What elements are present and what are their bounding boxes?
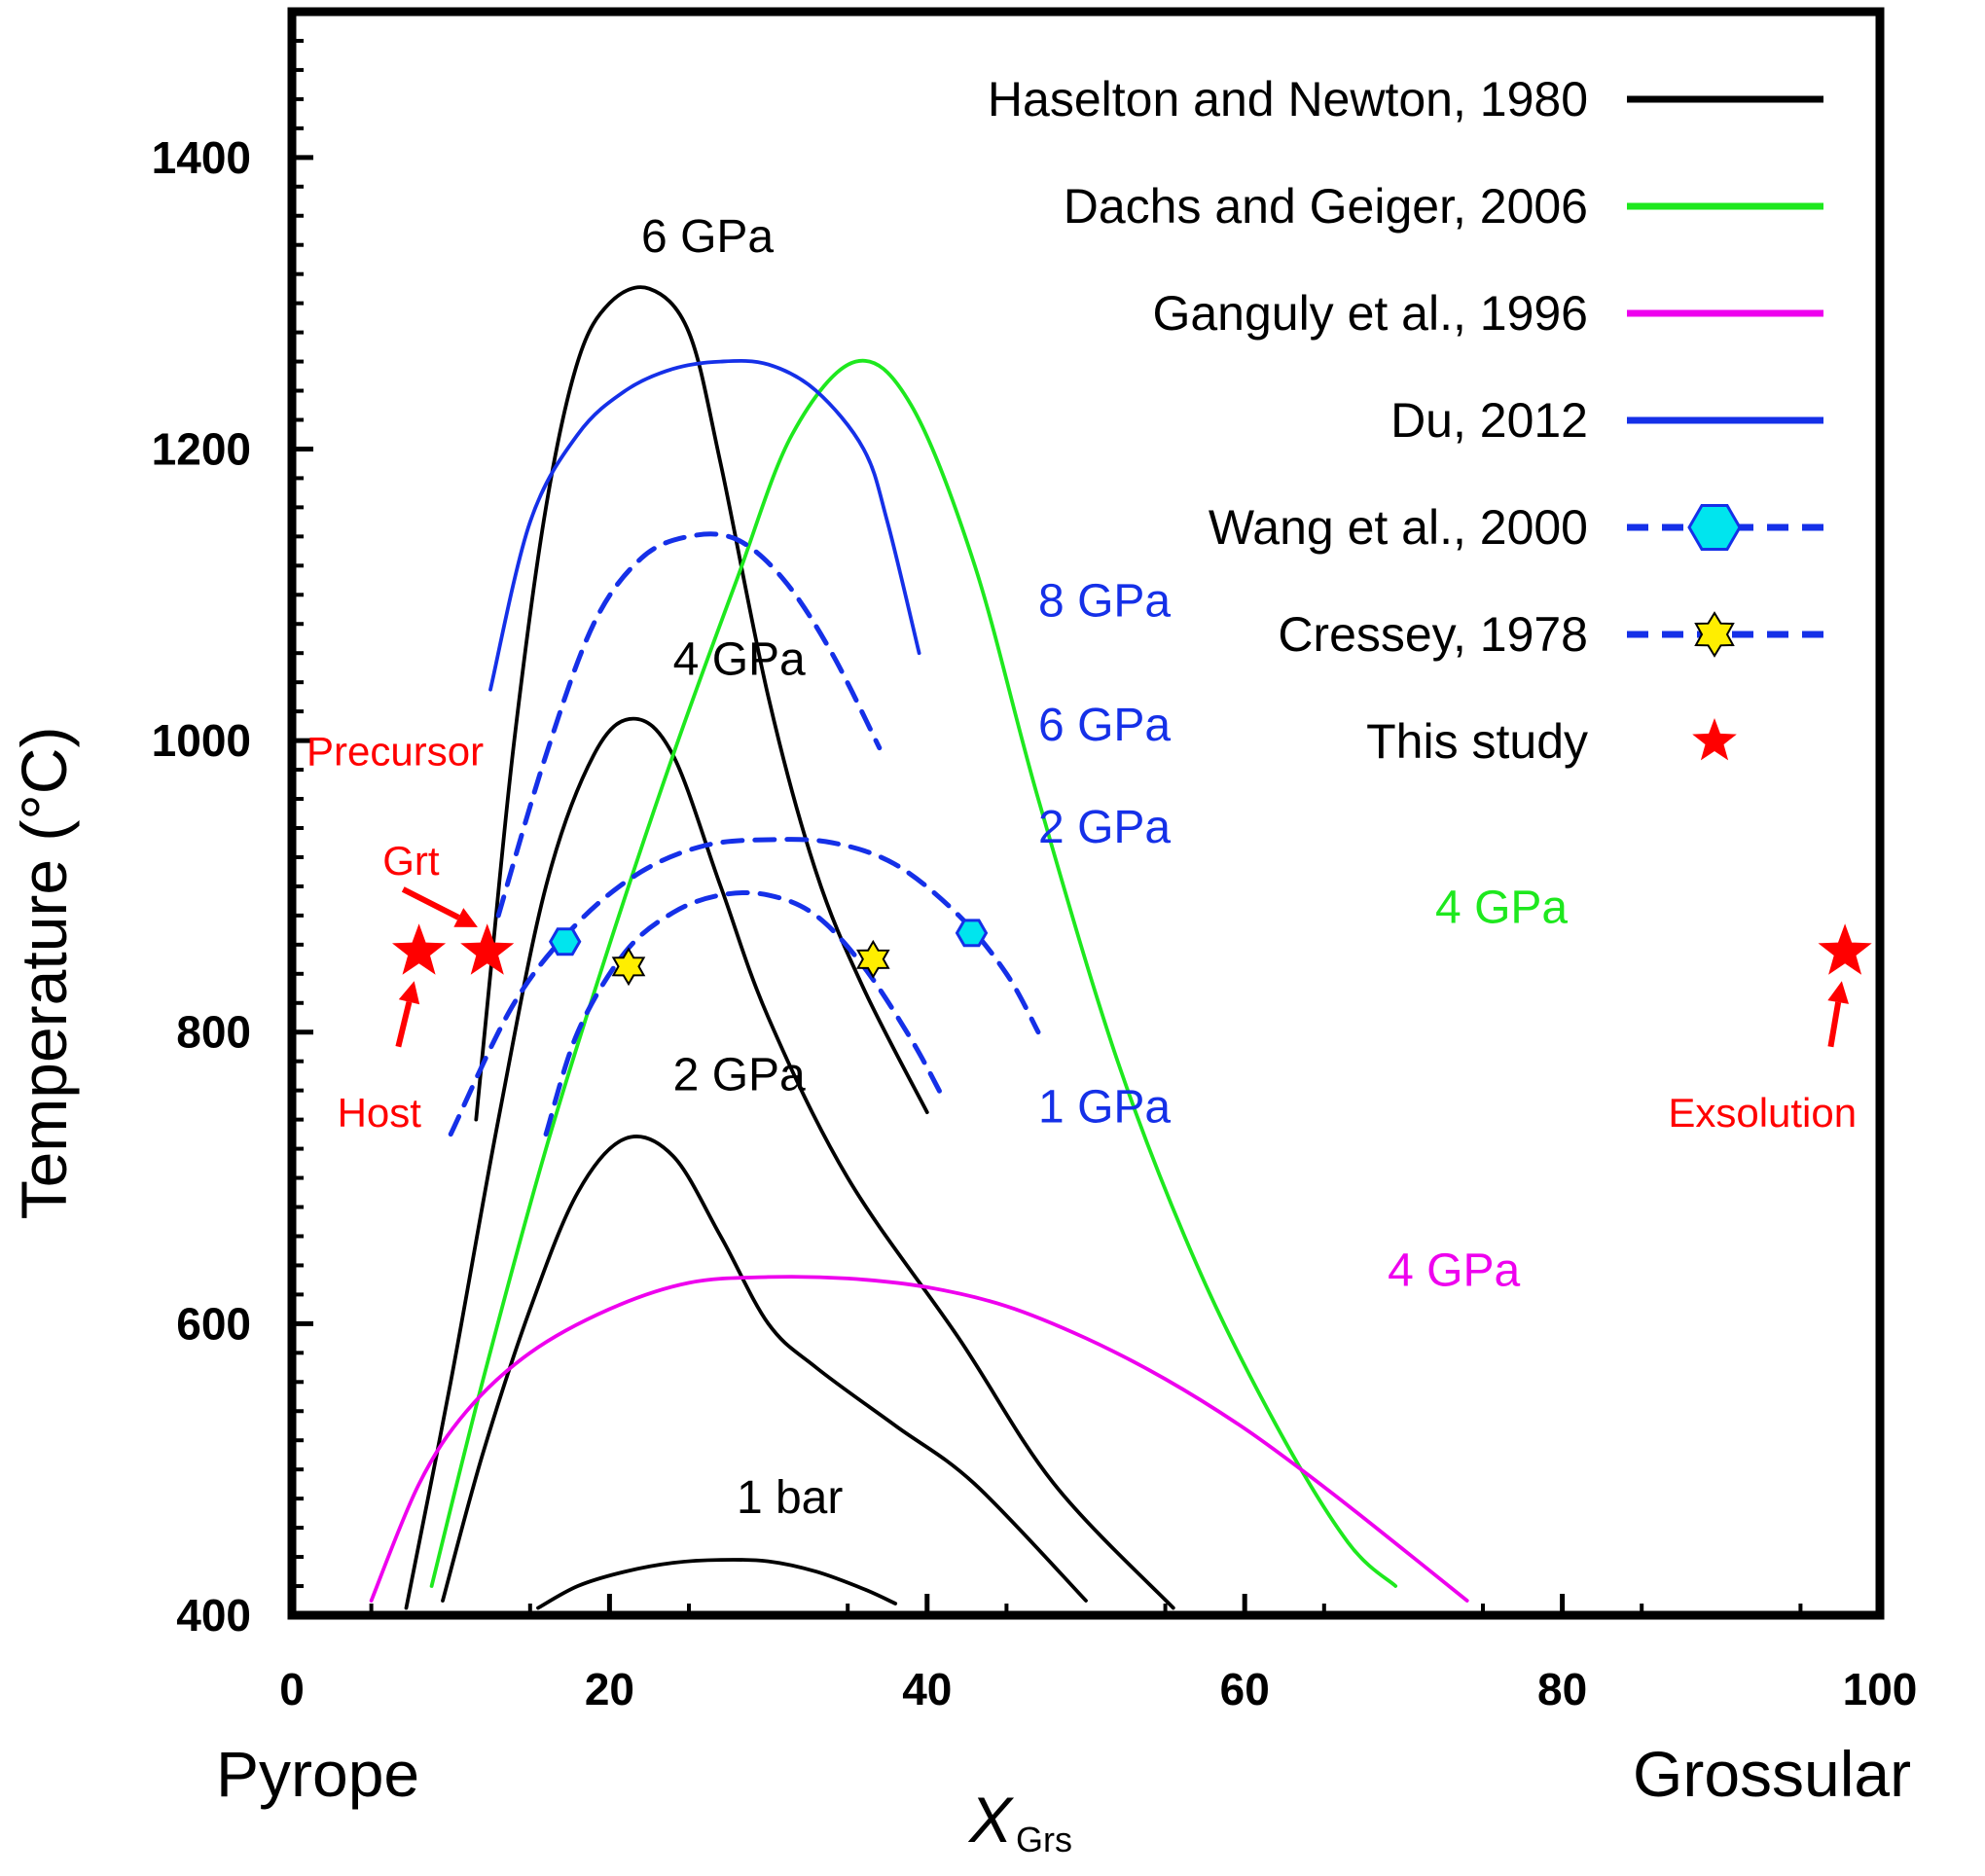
x-tick-label: 80 [1537,1664,1587,1714]
legend-marker-cressey-1978 [1694,611,1735,658]
data-point-this-study [392,923,447,975]
legend-label-dachs-and-geiger-2006: Dachs and Geiger, 2006 [1064,179,1588,234]
y-tick-label: 1400 [152,132,251,183]
axes-layer: 0 20 40 60 80 100 400 600 800 1000 1200 1400 [152,38,1918,1714]
legend-marker-this-study [1692,718,1737,761]
legend-label-cressey-1978: Cressey, 1978 [1278,607,1588,662]
legend-label-this-study: This study [1366,714,1588,769]
series-line-haselton-and-newton-1980-1-bar [536,1558,898,1610]
data-point-cressey-1978 [855,939,890,979]
annotation-precursor: Precursor [307,729,484,775]
legend-label-haselton-and-newton-1980: Haselton and Newton, 1980 [988,72,1588,126]
pyrope-label: Pyrope [216,1738,419,1810]
annotation-grt: Grt [382,838,440,884]
curve-label-haselton-and-newton-1980-6-gpa: 6 GPa [641,211,774,263]
annotation-exsolution: Exsolution [1668,1090,1857,1136]
series-line-wang-et-al-2000-6-gpa [495,531,883,919]
legend: Haselton and Newton, 1980 Dachs and Geige… [988,72,1823,769]
curve-label-dachs-and-geiger-2006-4-gpa: 4 GPa [1435,882,1568,933]
x-tick-label: 40 [902,1664,952,1714]
x-axis-title: X [967,1784,1015,1856]
curve-label-wang-et-al-2000-2-gpa: 2 GPa [1038,802,1171,853]
grt-arrow [401,886,460,920]
x-tick-label: 0 [279,1664,305,1714]
y-tick-label: 1200 [152,423,251,474]
exsolution-arrow-head [1827,981,1850,1004]
series-line-du-2012-8-gpa [488,358,921,692]
curve-label-wang-et-al-2000-6-gpa: 6 GPa [1038,700,1171,751]
data-point-cressey-1978 [611,947,646,987]
series-line-haselton-and-newton-1980-6-gpa [474,285,929,1122]
curve-label-du-2012-8-gpa: 8 GPa [1038,576,1171,628]
x-tick-label: 60 [1220,1664,1270,1714]
x-axis-title-subscript: Grs [1016,1820,1072,1859]
legend-label-wang-et-al-2000: Wang et al., 2000 [1209,500,1588,555]
markers-layer [392,919,1872,987]
plot-frame [287,7,1885,1620]
legend-label-ganguly-et-al-1996: Ganguly et al., 1996 [1152,286,1588,341]
exsolution-arrow [1827,1001,1842,1048]
y-tick-label: 600 [176,1298,251,1349]
data-point-this-study [460,923,515,975]
series-line-ganguly-et-al-1996-4-gpa [369,1275,1469,1603]
series-line-haselton-and-newton-1980-4-gpa [404,716,1175,1610]
y-tick-label: 1000 [152,715,251,766]
labels-layer: 1 bar 2 GPa 4 GPa 6 GPa 4 GPa 4 GPa 8 GPa 6 GPa… [307,211,1857,1524]
data-point-wang-et-al-2000 [955,919,989,948]
host-arrow-head [398,981,420,1005]
grossular-label: Grossular [1633,1738,1911,1810]
curve-label-cressey-1978-1-gpa: 1 GPa [1038,1082,1171,1134]
grt-arrow-head [453,908,478,927]
host-arrow [395,1000,413,1048]
legend-marker-wang-et-al-2000 [1687,504,1742,551]
legend-label-du-2012: Du, 2012 [1390,393,1588,448]
series-line-dachs-and-geiger-2006-4-gpa [429,358,1398,1588]
y-tick-label: 800 [176,1007,251,1058]
curve-label-haselton-and-newton-1980-4-gpa: 4 GPa [673,634,806,686]
curve-label-haselton-and-newton-1980-1-bar: 1 bar [737,1472,843,1524]
data-point-wang-et-al-2000 [548,927,582,956]
x-tick-label: 100 [1843,1664,1918,1714]
curve-label-haselton-and-newton-1980-2-gpa: 2 GPa [673,1050,806,1101]
data-point-this-study [1818,923,1872,975]
series-line-cressey-1978-1-gpa [543,889,946,1137]
y-tick-label: 400 [176,1590,251,1641]
annotation-host: Host [338,1090,422,1136]
y-axis-title: Temperature (°C) [8,727,80,1220]
curve-label-ganguly-et-al-1996-4-gpa: 4 GPa [1388,1245,1520,1296]
x-tick-label: 20 [585,1664,634,1714]
